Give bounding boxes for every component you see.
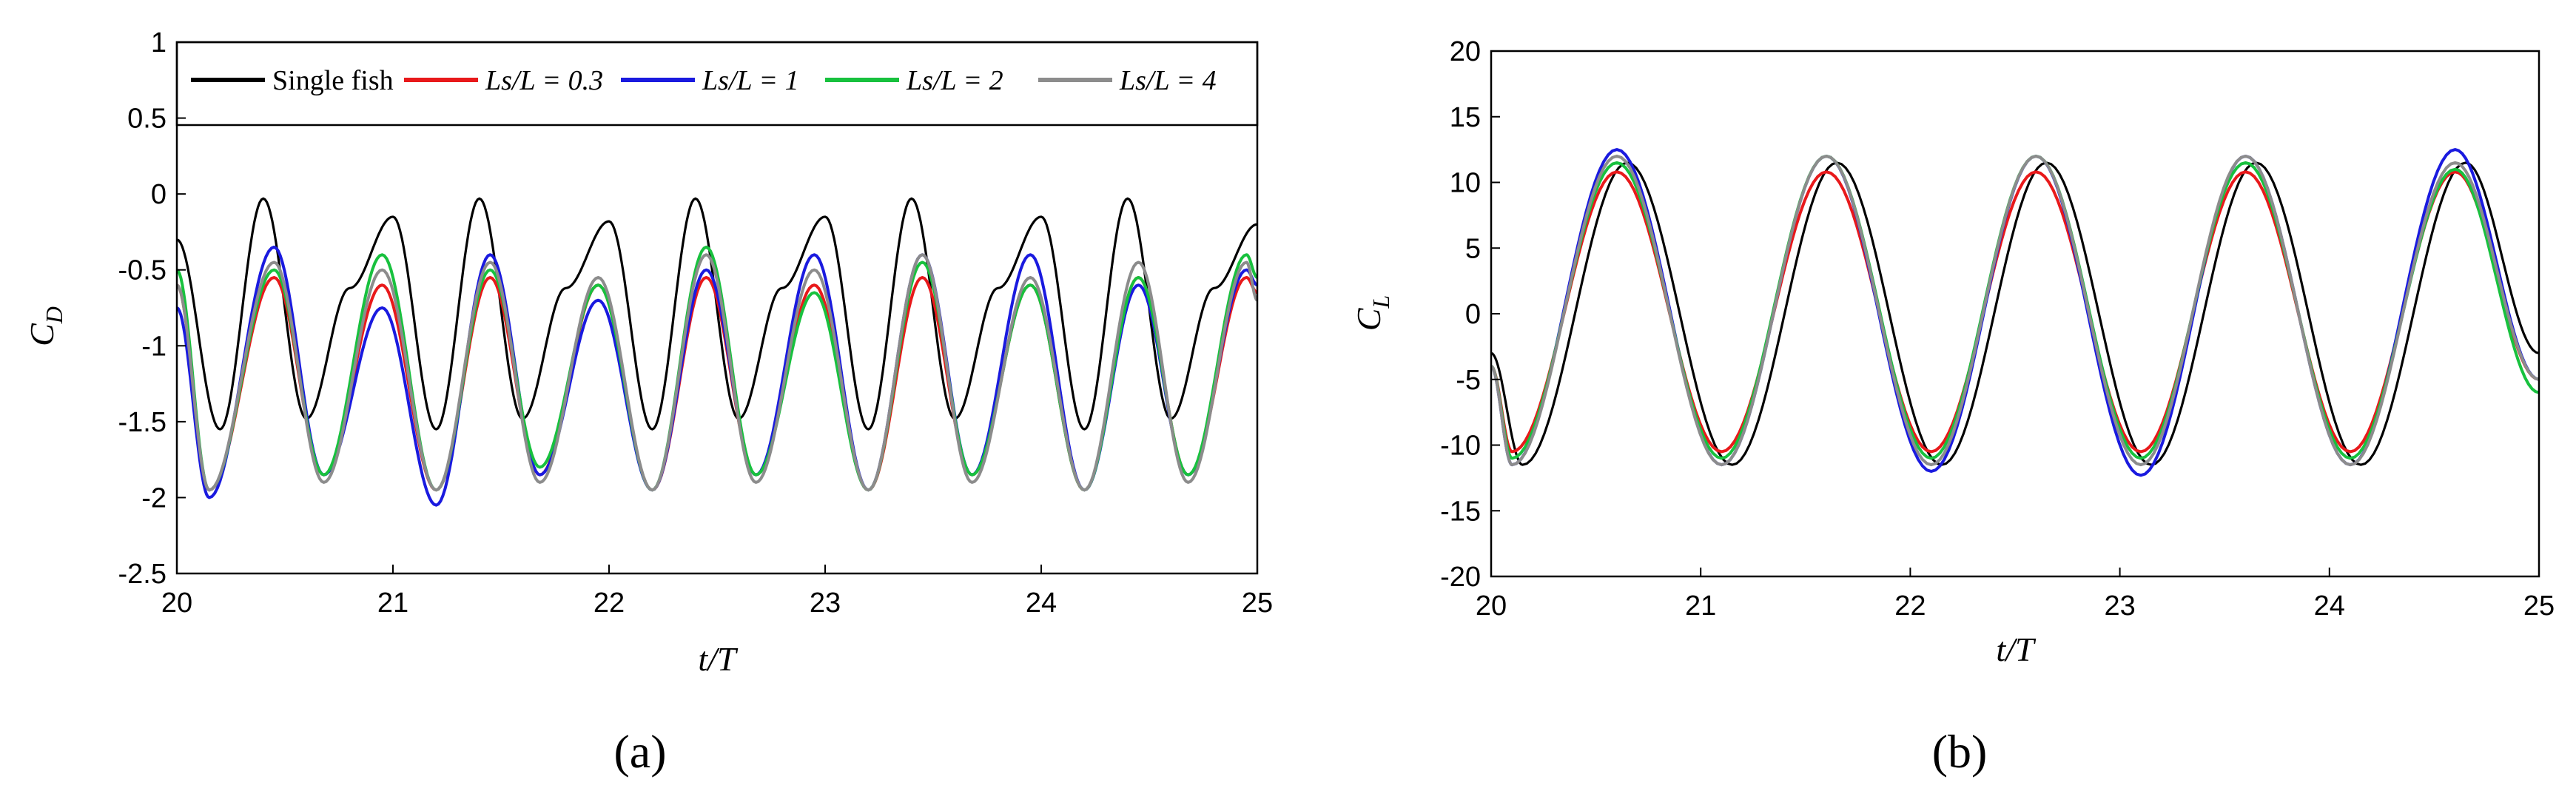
panel-a-legend: Single fish Ls/L = 0.3 Ls/L = 1 Ls/L = 2 Ls/…: [191, 65, 1217, 96]
y-tick-label: 15: [1450, 102, 1481, 133]
panel-b-plot-frame: [1490, 50, 2540, 578]
panel-a-series-group: [177, 197, 1257, 507]
x-tick-label: 24: [2314, 591, 2345, 622]
legend-label: Ls/L = 2: [906, 65, 1003, 96]
series-line-ls-l-4: [1491, 155, 2539, 467]
x-tick-label: 22: [593, 588, 625, 619]
x-tick-label: 25: [2523, 591, 2555, 622]
panel-b-label: (b): [1932, 725, 1988, 778]
panel-a-y-axis-label: CD: [23, 306, 67, 346]
svg-text:CD: CD: [23, 306, 67, 346]
y-tick-label: 0: [1465, 299, 1481, 330]
svg-text:CL: CL: [1350, 295, 1394, 331]
legend-label: Ls/L = 0.3: [485, 65, 603, 96]
x-tick-label: 24: [1026, 588, 1057, 619]
x-tick-label: 21: [1685, 591, 1716, 622]
y-tick-label: -15: [1440, 496, 1481, 527]
legend-label: Ls/L = 4: [1119, 65, 1217, 96]
y-tick-label: -0.5: [118, 255, 167, 286]
panel-b-y-axis-label-sub: L: [1368, 295, 1394, 309]
panel-a-plot-frame: [175, 41, 1259, 575]
y-tick-label: 20: [1450, 36, 1481, 67]
y-tick-label: -2.5: [118, 559, 167, 590]
series-line-single-fish: [1491, 161, 2539, 466]
x-tick-label: 20: [1476, 591, 1507, 622]
x-tick-label: 23: [810, 588, 841, 619]
y-tick-label: -2: [141, 482, 167, 514]
panel-a-drag-coefficient-chart: Single fish Ls/L = 0.3 Ls/L = 1 Ls/L = 2 Ls/…: [23, 27, 1273, 778]
y-tick-label: 0: [151, 179, 167, 210]
panel-a-y-axis-label-sub: D: [41, 306, 67, 324]
panel-b-x-axis-label: t/T: [1996, 630, 2037, 668]
y-tick-label: 5: [1465, 233, 1481, 264]
x-tick-label: 25: [1242, 588, 1273, 619]
y-tick-label: -1: [141, 331, 167, 362]
panel-a-axis-ticks: 20 21 22 23 24 25 -2.5 -2 -1.5 -1 -0.5 0 0.5 1: [118, 27, 1274, 619]
series-line-ls-l-4: [177, 253, 1257, 492]
y-tick-label: -20: [1440, 562, 1481, 593]
panel-b-axis-ticks: 20 21 22 23 24 25 -20 -15 -10 -5 0 5 10 15 20: [1440, 36, 2555, 622]
y-tick-label: 0.5: [127, 104, 167, 135]
legend-label: Single fish: [272, 65, 394, 96]
legend-label: Ls/L = 1: [702, 65, 799, 96]
x-tick-label: 23: [2104, 591, 2135, 622]
panel-b-series-group: [1491, 148, 2539, 477]
y-tick-label: -10: [1440, 431, 1481, 462]
series-line-single-fish: [177, 197, 1257, 431]
x-tick-label: 22: [1894, 591, 1926, 622]
y-tick-label: 10: [1450, 168, 1481, 199]
y-tick-label: 1: [151, 27, 167, 58]
x-tick-label: 21: [377, 588, 408, 619]
panel-b-lift-coefficient-chart: 20 21 22 23 24 25 -20 -15 -10 -5 0 5 10 15 20 CL t/T (…: [1350, 36, 2555, 778]
panel-b-y-axis-label-main: C: [1350, 307, 1388, 331]
y-tick-label: -5: [1456, 365, 1481, 396]
panel-b-y-axis-label: CL: [1350, 295, 1394, 331]
panel-a-label: (a): [613, 725, 666, 778]
x-tick-label: 20: [161, 588, 192, 619]
panel-a-legend-box: [175, 41, 1259, 127]
y-tick-label: -1.5: [118, 407, 167, 438]
panel-a-x-axis-label: t/T: [698, 640, 739, 678]
panel-a-y-axis-label-main: C: [23, 323, 61, 346]
